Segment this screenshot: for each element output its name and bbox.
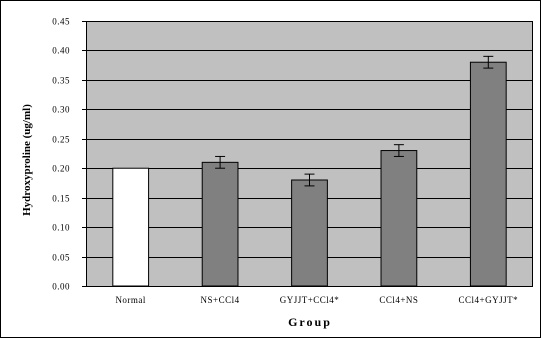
y-tick-label: 0.10 <box>52 223 70 233</box>
x-tick-label: NS+CCl4 <box>201 295 240 305</box>
y-tick-label: 0.15 <box>52 194 70 204</box>
x-tick-label: CCl4+NS <box>379 295 418 305</box>
y-tick-label: 0.20 <box>52 164 70 174</box>
axes <box>86 21 533 287</box>
x-tick-labels: Normal NS+CCl4 GYJJT+CCl4* CCl4+NS CCl4+GYJJ… <box>115 295 519 305</box>
y-tick-label: 0.00 <box>52 282 70 292</box>
y-tick-label: 0.45 <box>52 17 70 27</box>
bar <box>201 161 239 287</box>
error-bar <box>483 55 494 69</box>
y-tick-label: 0.30 <box>52 105 70 115</box>
x-tick-label: CCl4+GYJJT* <box>459 295 519 305</box>
y-tick-label: 0.35 <box>52 76 70 86</box>
y-tick-labels: 0.00 0.05 0.10 0.15 0.20 0.25 0.30 0.35 0.40 0.45 <box>52 17 70 292</box>
bar <box>380 150 418 287</box>
error-bar <box>393 144 404 157</box>
bar <box>112 167 150 287</box>
error-bar <box>215 155 226 169</box>
x-tick-label: GYJJT+CCl4* <box>280 295 340 305</box>
y-tick-label: 0.40 <box>52 46 70 56</box>
error-bars <box>215 55 494 187</box>
y-tick-label: 0.25 <box>52 135 70 145</box>
bar <box>291 179 328 287</box>
bar <box>469 61 507 287</box>
x-axis-title: Group <box>288 315 332 329</box>
y-axis-title: Hydroxyproline (ug/ml) <box>21 104 33 216</box>
x-tick-label: Normal <box>115 295 146 305</box>
y-tick-label: 0.05 <box>52 253 70 263</box>
error-bar <box>304 173 315 187</box>
